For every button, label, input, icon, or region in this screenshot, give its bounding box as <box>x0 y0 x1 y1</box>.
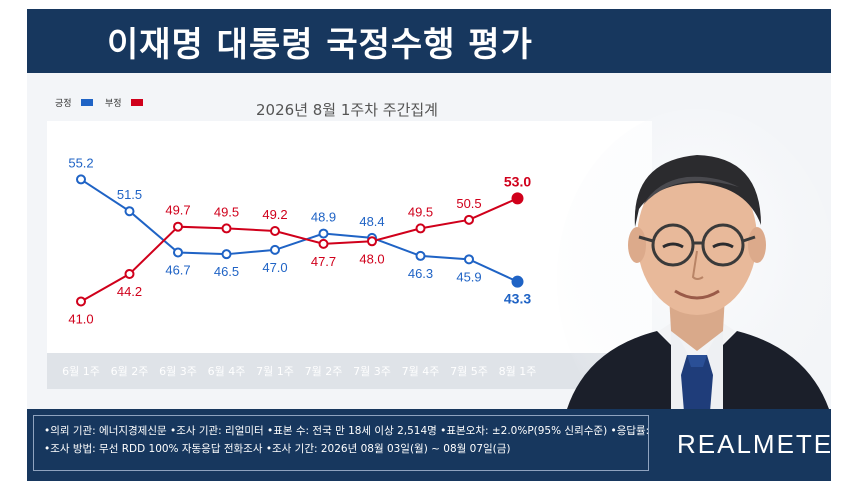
data-label-0-4: 47.0 <box>262 260 287 275</box>
data-point-1-6 <box>367 236 377 247</box>
x-tick-label-4: 7월 1주 <box>256 365 294 378</box>
x-axis-band <box>47 353 652 389</box>
data-label-1-1: 44.2 <box>117 284 142 299</box>
chart-area: 긍정 부정 2026년 8월 1주차 주간집계 55.2 51.5 46.7 46.5 4… <box>27 73 831 473</box>
legend: 긍정 부정 <box>55 98 143 109</box>
series-lines <box>80 178 518 303</box>
survey-notes: •의뢰 기관: 에너지경제신문 •조사 기관: 리얼미터 •표본 수: 전국 만… <box>33 415 649 471</box>
data-point-0-8 <box>464 254 474 265</box>
data-point-0-0 <box>76 174 86 185</box>
legend-label-1: 부정 <box>105 98 122 109</box>
data-label-0-3: 46.5 <box>214 264 239 279</box>
data-point-1-0 <box>76 296 86 307</box>
data-point-1-9 <box>511 192 524 205</box>
data-point-1-4 <box>270 225 280 236</box>
series-line-0 <box>80 178 518 283</box>
data-label-1-7: 49.5 <box>408 204 433 219</box>
line-chart: 긍정 부정 2026년 8월 1주차 주간집계 55.2 51.5 46.7 46.5 4… <box>47 98 652 389</box>
x-tick-label-7: 7월 4주 <box>402 365 440 378</box>
data-point-1-2 <box>173 221 183 232</box>
legend-swatch-1 <box>131 99 143 106</box>
page-title: 이재명 대통령 국정수행 평가 <box>107 25 533 65</box>
data-label-1-2: 49.7 <box>165 203 190 218</box>
data-label-1-0: 41.0 <box>68 311 93 326</box>
data-point-1-1 <box>124 268 135 279</box>
data-point-1-8 <box>464 214 474 225</box>
x-tick-label-9: 8월 1주 <box>499 365 537 378</box>
data-point-0-3 <box>221 249 232 260</box>
data-label-0-1: 51.5 <box>117 187 142 202</box>
x-tick-label-8: 7월 5주 <box>450 365 488 378</box>
data-label-1-3: 49.5 <box>214 204 239 219</box>
data-labels: 55.2 51.5 46.7 46.5 47.0 48.9 48.4 46.3 45.9 43.3… <box>68 155 531 326</box>
series-line-1 <box>80 197 518 303</box>
infographic-frame: 이재명 대통령 국정수행 평가 긍정 부정 2026년 8월 1주차 주간집계 5… <box>27 9 831 481</box>
legend-swatch-0 <box>81 99 93 106</box>
data-label-0-8: 45.9 <box>456 269 481 284</box>
data-point-0-7 <box>415 250 426 261</box>
data-label-0-9: 43.3 <box>504 291 531 307</box>
x-tick-label-6: 7월 3주 <box>353 365 391 378</box>
data-point-0-1 <box>124 206 135 217</box>
data-label-0-2: 46.7 <box>165 262 190 277</box>
footer-bar: •의뢰 기관: 에너지경제신문 •조사 기관: 리얼미터 •표본 수: 전국 만… <box>27 409 831 481</box>
series-points <box>76 174 524 307</box>
data-point-1-3 <box>221 223 232 234</box>
data-point-1-5 <box>318 238 329 249</box>
chart-title: 2026년 8월 1주차 주간집계 <box>256 101 438 119</box>
data-point-1-7 <box>415 223 426 234</box>
survey-note-line-1: •의뢰 기관: 에너지경제신문 •조사 기관: 리얼미터 •표본 수: 전국 만… <box>44 425 649 437</box>
data-label-0-7: 46.3 <box>408 266 433 281</box>
data-point-0-4 <box>270 244 280 255</box>
data-label-0-5: 48.9 <box>311 210 336 225</box>
brand-logo: REALMETER <box>677 429 831 459</box>
data-label-1-5: 47.7 <box>311 254 336 269</box>
data-label-1-9: 53.0 <box>504 173 531 189</box>
data-label-1-6: 48.0 <box>359 251 384 266</box>
data-point-0-9 <box>511 275 524 288</box>
data-label-0-0: 55.2 <box>68 155 93 170</box>
x-tick-label-2: 6월 3주 <box>159 365 197 378</box>
data-label-0-6: 48.4 <box>359 214 384 229</box>
legend-label-0: 긍정 <box>55 98 72 109</box>
x-tick-label-1: 6월 2주 <box>111 365 149 378</box>
data-label-1-8: 50.5 <box>456 196 481 211</box>
header-banner: 이재명 대통령 국정수행 평가 <box>27 9 831 73</box>
data-label-1-4: 49.2 <box>262 207 287 222</box>
x-tick-label-0: 6월 1주 <box>62 365 100 378</box>
data-point-0-2 <box>173 247 183 258</box>
x-tick-labels: 6월 1주 6월 2주 6월 3주 6월 4주 7월 1주 7월 2주 7월 3주 7월 4주… <box>62 365 536 378</box>
person-portrait-icon <box>557 109 831 473</box>
survey-note-line-2: •조사 방법: 무선 RDD 100% 자동응답 전화조사 •조사 기간: 20… <box>44 443 511 455</box>
data-point-0-5 <box>318 228 329 239</box>
x-tick-label-3: 6월 4주 <box>208 365 246 378</box>
x-tick-label-5: 7월 2주 <box>305 365 343 378</box>
